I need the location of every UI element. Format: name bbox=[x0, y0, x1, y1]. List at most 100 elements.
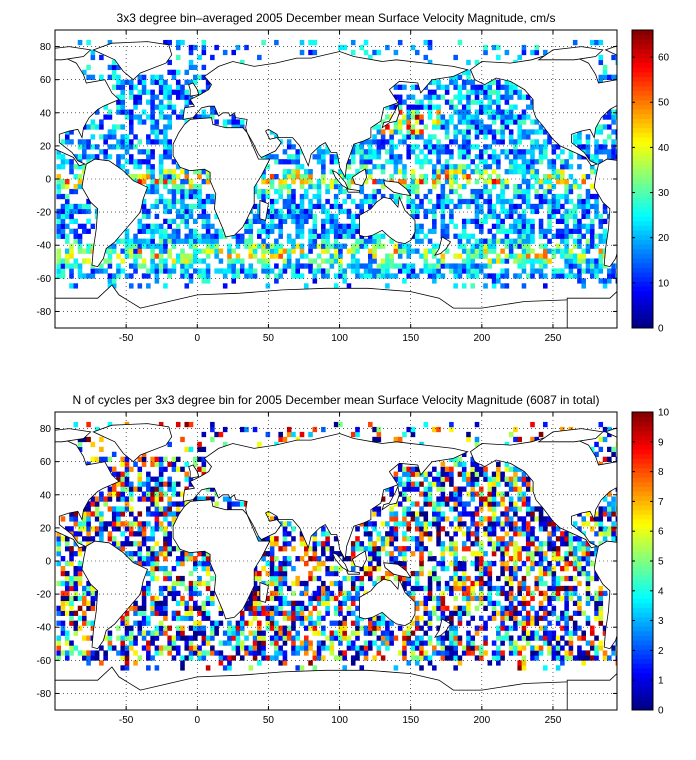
heatmap-cell bbox=[359, 263, 365, 269]
heatmap-cell bbox=[291, 536, 296, 542]
heatmap-cell bbox=[525, 615, 531, 621]
heatmap-cell bbox=[602, 144, 608, 150]
heatmap-cell bbox=[453, 665, 458, 671]
heatmap-cell bbox=[581, 203, 586, 210]
heatmap-cell bbox=[496, 253, 501, 259]
heatmap-cell bbox=[86, 218, 91, 224]
heatmap-cell bbox=[521, 258, 527, 264]
heatmap-cell bbox=[205, 635, 211, 641]
heatmap-cell bbox=[90, 124, 96, 130]
heatmap-cell bbox=[504, 198, 510, 205]
heatmap-cell bbox=[184, 615, 190, 621]
heatmap-cell bbox=[385, 620, 390, 626]
heatmap-cell bbox=[77, 263, 83, 269]
heatmap-cell bbox=[406, 124, 411, 130]
heatmap-cell bbox=[150, 501, 155, 507]
heatmap-cell bbox=[163, 481, 168, 487]
heatmap-cell bbox=[517, 129, 522, 135]
heatmap-cell bbox=[197, 496, 202, 502]
heatmap-cell bbox=[466, 218, 471, 224]
heatmap-cell bbox=[538, 580, 544, 587]
heatmap-cell bbox=[474, 556, 480, 562]
heatmap-cell bbox=[585, 551, 591, 557]
heatmap-cell bbox=[585, 193, 591, 200]
heatmap-cell bbox=[222, 268, 228, 274]
heatmap-cell bbox=[103, 635, 108, 641]
heatmap-cell bbox=[414, 179, 420, 185]
heatmap-cell bbox=[111, 645, 117, 651]
heatmap-cell bbox=[508, 198, 514, 205]
heatmap-cell bbox=[410, 198, 416, 205]
heatmap-cell bbox=[538, 625, 544, 631]
heatmap-cell bbox=[137, 139, 143, 145]
heatmap-cell bbox=[77, 144, 83, 150]
heatmap-cell bbox=[299, 263, 305, 269]
heatmap-cell bbox=[457, 511, 463, 517]
heatmap-cell bbox=[491, 605, 497, 611]
heatmap-cell bbox=[393, 263, 399, 269]
heatmap-cell bbox=[564, 630, 569, 636]
heatmap-cell bbox=[581, 516, 586, 522]
heatmap-cell bbox=[163, 645, 168, 651]
heatmap-cell bbox=[376, 124, 382, 130]
heatmap-cell bbox=[107, 134, 113, 140]
heatmap-cell bbox=[368, 248, 373, 254]
heatmap-cell bbox=[564, 183, 569, 190]
heatmap-cell bbox=[163, 248, 168, 254]
heatmap-cell bbox=[214, 253, 219, 259]
heatmap-cell bbox=[158, 610, 164, 616]
heatmap-cell bbox=[444, 580, 450, 587]
heatmap-cell bbox=[299, 183, 305, 190]
heatmap-cell bbox=[184, 258, 190, 264]
heatmap-cell bbox=[551, 526, 557, 532]
heatmap-cell bbox=[453, 253, 458, 259]
heatmap-cell bbox=[201, 238, 207, 244]
heatmap-cell bbox=[175, 183, 181, 190]
heatmap-cell bbox=[124, 620, 130, 626]
heatmap-cell bbox=[329, 243, 335, 249]
heatmap-cell bbox=[116, 541, 121, 547]
heatmap-cell bbox=[257, 243, 262, 249]
heatmap-cell bbox=[547, 164, 552, 170]
heatmap-cell bbox=[120, 491, 126, 497]
heatmap-cell bbox=[154, 516, 160, 522]
heatmap-cell bbox=[355, 541, 360, 547]
heatmap-cell bbox=[116, 491, 121, 497]
heatmap-cell bbox=[577, 243, 582, 249]
heatmap-cell bbox=[585, 640, 591, 646]
heatmap-cell bbox=[210, 645, 215, 651]
heatmap-cell bbox=[551, 213, 557, 220]
heatmap-cell bbox=[197, 551, 202, 557]
heatmap-cell bbox=[141, 79, 147, 85]
heatmap-cell bbox=[158, 258, 164, 264]
heatmap-cell bbox=[128, 521, 134, 527]
heatmap-cell bbox=[419, 625, 424, 631]
heatmap-cell bbox=[461, 570, 467, 577]
heatmap-cell bbox=[581, 570, 586, 577]
heatmap-cell bbox=[73, 620, 79, 626]
heatmap-cell bbox=[350, 253, 356, 259]
heatmap-cell bbox=[163, 169, 168, 175]
heatmap-cell bbox=[175, 174, 181, 180]
heatmap-cell bbox=[124, 660, 130, 666]
heatmap-cell bbox=[449, 610, 454, 616]
heatmap-cell bbox=[508, 570, 514, 577]
heatmap-cell bbox=[193, 228, 198, 234]
heatmap-cell bbox=[163, 149, 168, 155]
heatmap-cell bbox=[543, 630, 548, 636]
heatmap-cell bbox=[436, 139, 441, 145]
colorbar-swatch bbox=[632, 290, 653, 296]
heatmap-cell bbox=[359, 565, 365, 572]
heatmap-cell bbox=[436, 263, 441, 269]
heatmap-cell bbox=[86, 650, 91, 656]
heatmap-cell bbox=[274, 154, 279, 160]
heatmap-cell bbox=[269, 268, 275, 274]
heatmap-cell bbox=[124, 501, 130, 507]
heatmap-cell bbox=[594, 129, 599, 135]
heatmap-cell bbox=[154, 511, 160, 517]
heatmap-cell bbox=[86, 516, 91, 522]
heatmap-cell bbox=[564, 625, 569, 631]
heatmap-cell bbox=[346, 213, 352, 220]
heatmap-cell bbox=[295, 243, 301, 249]
heatmap-cell bbox=[611, 109, 616, 115]
